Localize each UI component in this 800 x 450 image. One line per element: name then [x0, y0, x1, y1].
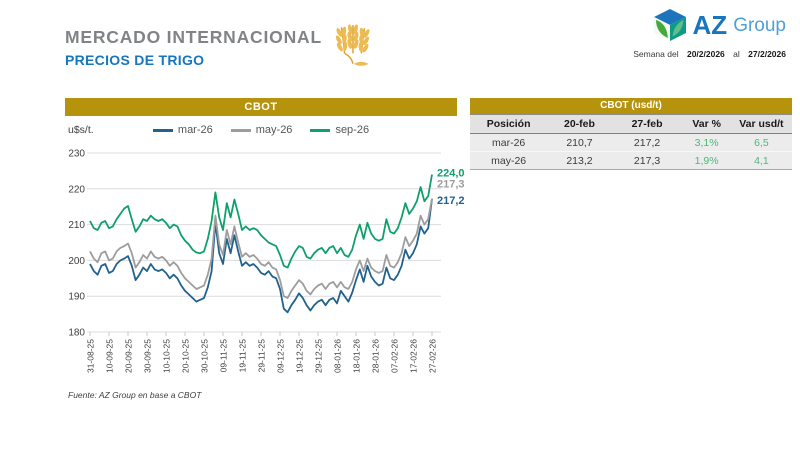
x-tick-label: 20-10-25 — [181, 339, 191, 373]
page-title-block: MERCADO INTERNACIONAL PRECIOS DE TRIGO — [65, 27, 322, 68]
brand-cube-icon — [653, 9, 686, 41]
x-tick-label: 31-08-25 — [86, 339, 96, 373]
legend-label: sep-26 — [335, 124, 370, 136]
legend-item-mar-26: mar-26 — [152, 124, 213, 136]
cell-27feb: 217,3 — [611, 151, 683, 170]
cell-posicion: may-26 — [470, 151, 548, 170]
x-tick-label: 28-01-26 — [371, 339, 381, 373]
table-row: mar-26 210,7 217,2 3,1% 6,5 — [470, 133, 792, 152]
price-table-panel: CBOT (usd/t) Posición 20-feb 27-feb Var … — [470, 98, 792, 170]
x-tick-label: 10-10-25 — [162, 339, 172, 373]
series-line-may-26 — [89, 198, 433, 299]
series-line-sep-26 — [89, 174, 433, 269]
table-header-bar: CBOT (usd/t) — [470, 98, 792, 114]
x-tick-label: 17-02-26 — [409, 339, 419, 373]
week-from-date: 20/2/2026 — [686, 49, 725, 59]
x-tick-label: 10-09-25 — [105, 339, 115, 373]
table-row: may-26 213,2 217,3 1,9% 4,1 — [470, 151, 792, 170]
end-label-may-26: 217,3 — [437, 178, 465, 190]
chart-header-bar: CBOT — [65, 98, 457, 116]
y-tick-label: 220 — [68, 184, 85, 195]
table-header-row: Posición 20-feb 27-feb Var % Var usd/t — [470, 114, 792, 134]
y-axis-unit-label: u$s/t. — [68, 124, 94, 136]
y-tick-label: 180 — [68, 328, 85, 339]
week-mid-label: al — [733, 49, 740, 59]
brand-name-az: AZ — [692, 10, 728, 40]
y-tick-label: 210 — [68, 220, 85, 231]
x-tick-label: 29-12-25 — [314, 339, 324, 373]
legend-item-sep-26: sep-26 — [310, 124, 369, 136]
page-title: MERCADO INTERNACIONAL — [65, 27, 322, 47]
series-line-mar-26 — [89, 198, 433, 314]
legend-label: may-26 — [255, 124, 293, 136]
source-note: Fuente: AZ Group en base a CBOT — [68, 390, 202, 400]
x-tick-label: 30-09-25 — [143, 339, 153, 373]
x-tick-label: 27-02-26 — [428, 339, 438, 373]
legend-item-may-26: may-26 — [230, 124, 293, 136]
cell-posicion: mar-26 — [470, 133, 548, 152]
week-range: Semana del 20/2/2026 al 27/2/2026 — [627, 49, 786, 59]
cell-var-pct: 3,1% — [682, 133, 731, 152]
cell-27feb: 217,2 — [611, 133, 683, 152]
price-table: Posición 20-feb 27-feb Var % Var usd/t m… — [470, 114, 792, 170]
y-tick-label: 230 — [68, 149, 85, 160]
end-label-mar-26: 217,2 — [437, 195, 465, 207]
chart-legend: mar-26 may-26 sep-26 — [65, 124, 457, 136]
brand-logo: AZ Group — [652, 8, 786, 42]
cell-var-usd: 4,1 — [730, 151, 792, 170]
page-subtitle: PRECIOS DE TRIGO — [65, 52, 205, 68]
x-tick-label: 09-11-25 — [219, 339, 229, 373]
legend-label: mar-26 — [177, 124, 213, 136]
cell-var-usd: 6,5 — [730, 133, 792, 152]
col-posicion: Posición — [470, 114, 548, 134]
x-tick-label: 29-11-25 — [257, 339, 267, 373]
chart-panel: CBOT u$s/t. mar-26 may-26 sep-26 230 220 210… — [65, 98, 465, 410]
col-var-pct: Var % — [682, 114, 731, 134]
week-label: Semana del — [633, 49, 679, 59]
week-to-date: 27/2/2026 — [748, 49, 786, 59]
x-tick-label: 09-12-25 — [276, 339, 286, 373]
col-20feb: 20-feb — [547, 114, 612, 134]
cell-20feb: 213,2 — [547, 151, 612, 170]
x-tick-label: 20-09-25 — [124, 339, 134, 373]
end-label-sep-26: 224,0 — [437, 167, 465, 179]
y-tick-label: 190 — [68, 292, 85, 303]
x-tick-label: 07-02-26 — [390, 339, 400, 373]
legend-swatch-icon — [310, 128, 331, 132]
x-tick-label: 30-10-25 — [200, 339, 210, 373]
wheat-icon — [335, 24, 370, 66]
legend-swatch-icon — [152, 128, 173, 132]
brand-name-group: Group — [733, 14, 786, 36]
x-tick-label: 19-12-25 — [295, 339, 305, 373]
x-tick-label: 19-11-25 — [238, 339, 248, 373]
legend-swatch-icon — [230, 128, 251, 132]
col-var-usd: Var usd/t — [730, 114, 792, 134]
cell-20feb: 210,7 — [547, 133, 612, 152]
cell-var-pct: 1,9% — [682, 151, 731, 170]
x-tick-label: 18-01-26 — [352, 339, 362, 373]
col-27feb: 27-feb — [611, 114, 683, 134]
y-tick-label: 200 — [68, 256, 85, 267]
x-tick-label: 08-01-26 — [333, 339, 343, 373]
